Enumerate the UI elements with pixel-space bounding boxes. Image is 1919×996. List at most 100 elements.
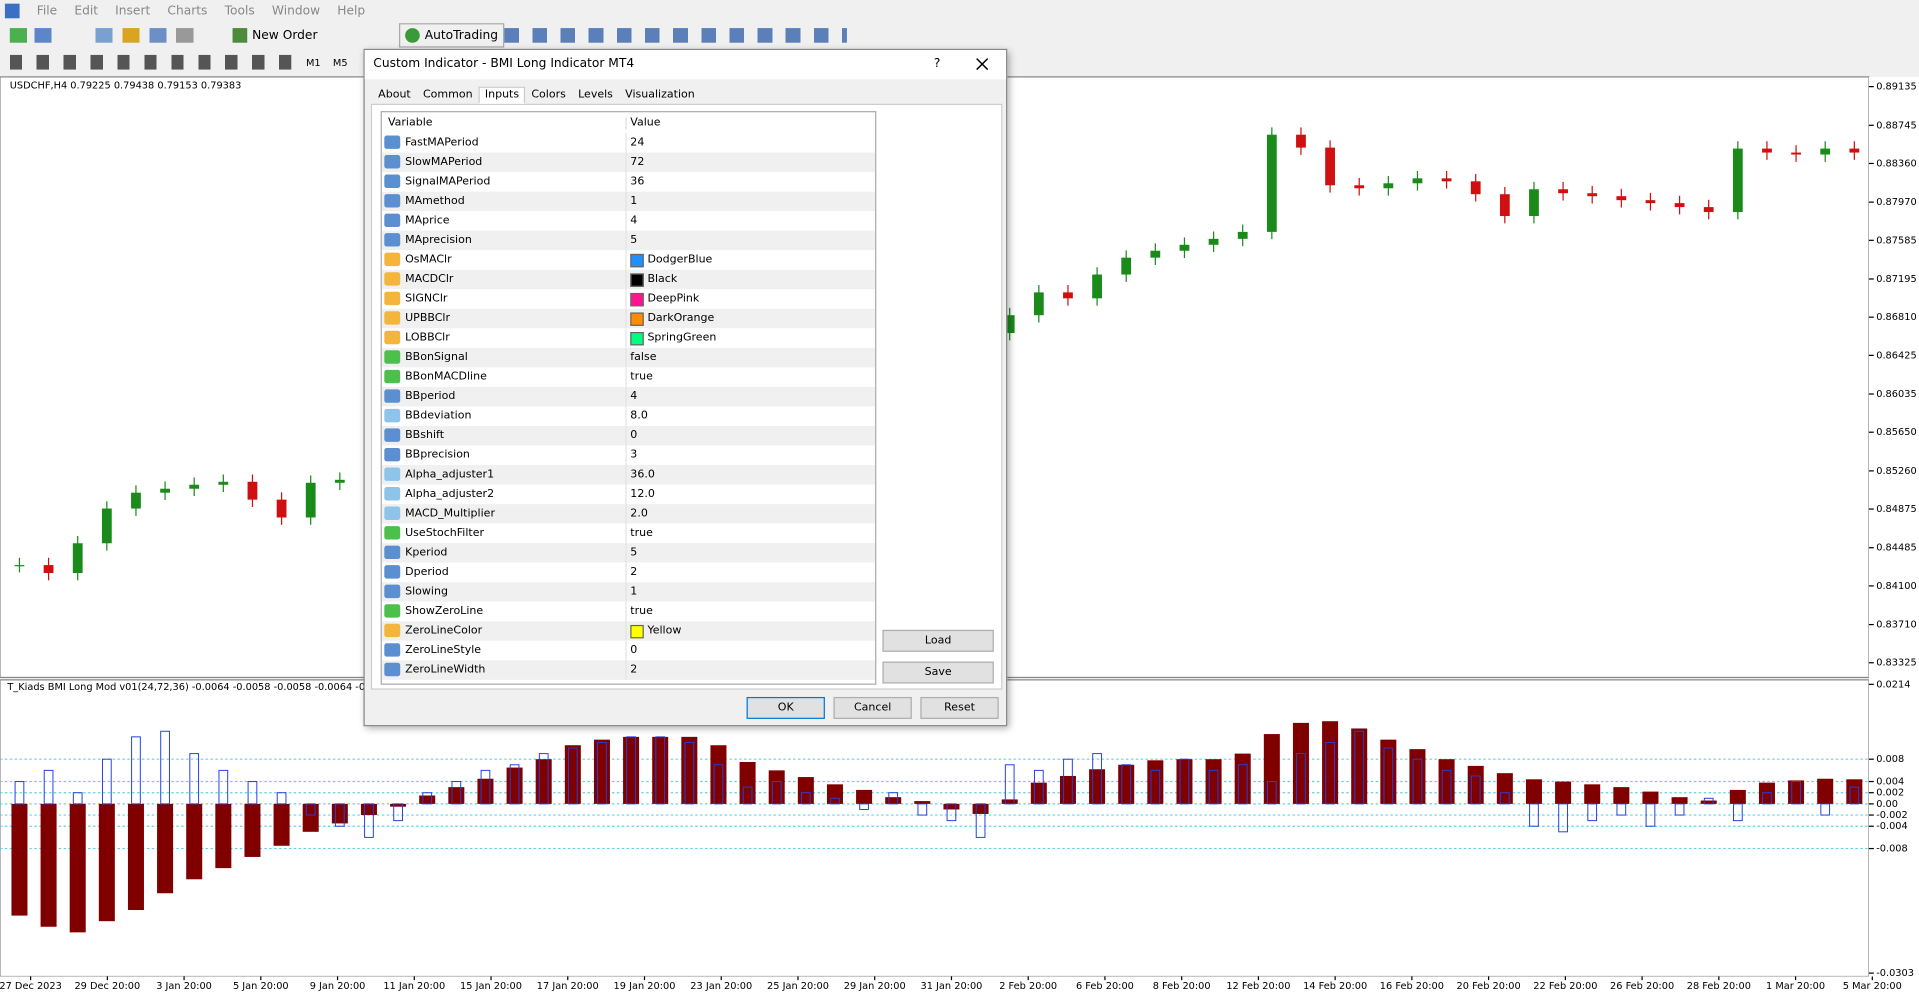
variable-name: Slowing xyxy=(405,585,448,599)
osma-bar xyxy=(684,741,695,805)
side-button[interactable]: Save xyxy=(882,661,994,684)
autotrading-button[interactable]: AutoTrading xyxy=(398,23,505,48)
dialog-button[interactable]: Cancel xyxy=(833,696,912,719)
time-label: 12 Feb 20:00 xyxy=(1226,981,1290,992)
variable-value[interactable]: 8.0 xyxy=(625,406,648,426)
variable-value[interactable]: DeepPink xyxy=(625,289,699,309)
variable-value[interactable]: 3 xyxy=(625,445,637,466)
menu-item[interactable]: Charts xyxy=(167,4,208,18)
table-row: MACD_Multiplier 2.0 xyxy=(381,504,876,524)
tab[interactable]: Colors xyxy=(531,89,566,102)
type-icon xyxy=(384,506,401,520)
variable-value[interactable]: true xyxy=(625,523,653,544)
variable-value[interactable]: SpringGreen xyxy=(625,328,716,348)
variable-value[interactable]: false xyxy=(625,347,657,368)
color-swatch xyxy=(630,292,644,306)
menu-item[interactable]: Help xyxy=(337,4,366,18)
indicator-dialog: Custom Indicator - BMI Long Indicator MT… xyxy=(363,48,1008,727)
candle xyxy=(1092,274,1102,299)
value-text: 36.0 xyxy=(630,468,655,481)
osma-bar xyxy=(422,792,433,805)
variable-value[interactable]: 2 xyxy=(625,660,637,680)
variable-value[interactable]: 2.0 xyxy=(625,504,648,524)
type-icon xyxy=(384,526,401,540)
variable-value[interactable]: 0 xyxy=(625,640,637,661)
tab[interactable]: Visualization xyxy=(625,89,695,102)
time-label: 8 Feb 20:00 xyxy=(1153,981,1211,992)
type-icon xyxy=(384,369,401,384)
table-row: Slowing 1 xyxy=(381,582,876,602)
dialog-title: Custom Indicator - BMI Long Indicator MT… xyxy=(373,57,635,71)
histogram-bar xyxy=(1059,775,1076,804)
menu-item[interactable]: Edit xyxy=(74,4,99,18)
color-swatch xyxy=(630,311,644,326)
histogram-bar xyxy=(564,745,581,804)
period-m1[interactable]: M1 xyxy=(305,56,321,68)
variable-value[interactable]: 2 xyxy=(625,562,637,583)
dialog-button[interactable]: Reset xyxy=(920,696,999,719)
variable-value[interactable]: Black xyxy=(625,269,677,290)
candle xyxy=(1296,134,1306,148)
type-icon xyxy=(384,565,401,579)
variable-value[interactable]: 0 xyxy=(625,425,637,446)
variable-value[interactable]: 72 xyxy=(625,152,644,173)
histogram-bar xyxy=(506,767,523,804)
variable-value[interactable]: 5 xyxy=(625,230,637,251)
histogram-bar xyxy=(885,797,902,804)
chart-header: USDCHF,H4 0.79225 0.79438 0.79153 0.7938… xyxy=(10,80,242,91)
time-label: 3 Jan 20:00 xyxy=(156,981,212,992)
menu-item[interactable]: Insert xyxy=(115,4,151,18)
variable-name: MACD_Multiplier xyxy=(405,507,495,520)
histogram-bar xyxy=(826,784,843,804)
histogram-bar xyxy=(244,803,261,857)
side-button[interactable]: Load xyxy=(882,629,994,652)
price-tick-label: 0.84875 xyxy=(1876,504,1916,515)
variable-value[interactable]: 24 xyxy=(625,133,644,153)
price-axis xyxy=(1868,76,1919,996)
osma-bar xyxy=(1499,792,1510,805)
tab[interactable]: Levels xyxy=(578,89,613,102)
variable-value[interactable]: 1 xyxy=(625,582,637,602)
close-button[interactable] xyxy=(975,57,989,71)
variable-value[interactable]: 4 xyxy=(625,386,637,407)
osma-bar xyxy=(1354,730,1365,805)
period-m5[interactable]: M5 xyxy=(332,56,348,68)
histogram-bar xyxy=(390,803,407,807)
table-header: Variable Value xyxy=(381,112,876,135)
osma-bar xyxy=(1121,764,1132,805)
variable-value[interactable]: true xyxy=(625,367,653,387)
variable-value[interactable]: 36.0 xyxy=(625,465,655,485)
variable-name: SIGNClr xyxy=(405,292,448,306)
osma-bar xyxy=(1470,775,1481,805)
tab[interactable]: Common xyxy=(422,89,473,102)
variable-name: ZeroLineStyle xyxy=(405,644,482,657)
osma-bar xyxy=(160,730,170,805)
variable-value[interactable]: Yellow xyxy=(625,621,681,641)
variable-value[interactable]: 1 xyxy=(625,191,637,212)
type-icon xyxy=(384,623,401,638)
help-button[interactable]: ? xyxy=(933,57,941,71)
tab[interactable]: Inputs xyxy=(478,86,526,104)
variable-value[interactable]: 12.0 xyxy=(625,484,655,505)
variable-name: MACDClr xyxy=(405,273,454,286)
time-label: 25 Jan 20:00 xyxy=(767,981,829,992)
time-axis xyxy=(0,976,1869,996)
variable-value[interactable]: 5 xyxy=(625,543,637,563)
variable-value[interactable]: DodgerBlue xyxy=(625,250,712,270)
menu-item[interactable]: File xyxy=(36,4,58,18)
menu-item[interactable]: Window xyxy=(271,4,321,18)
table-row: UPBBClr DarkOrange xyxy=(381,308,876,329)
type-icon xyxy=(384,330,401,345)
variable-value[interactable]: 36 xyxy=(625,172,644,192)
variable-value[interactable]: DarkOrange xyxy=(625,308,714,329)
new-order-button[interactable]: New Order xyxy=(232,24,318,46)
dialog-button[interactable]: OK xyxy=(746,696,825,719)
histogram-bar xyxy=(1671,797,1688,804)
osma-bar xyxy=(1645,803,1656,827)
variable-value[interactable]: 4 xyxy=(625,211,637,231)
variable-value[interactable]: true xyxy=(625,601,653,622)
menu-item[interactable]: Tools xyxy=(224,4,255,18)
value-text: 2 xyxy=(630,664,638,677)
tab[interactable]: About xyxy=(378,89,411,102)
histogram-bar xyxy=(1584,784,1601,804)
